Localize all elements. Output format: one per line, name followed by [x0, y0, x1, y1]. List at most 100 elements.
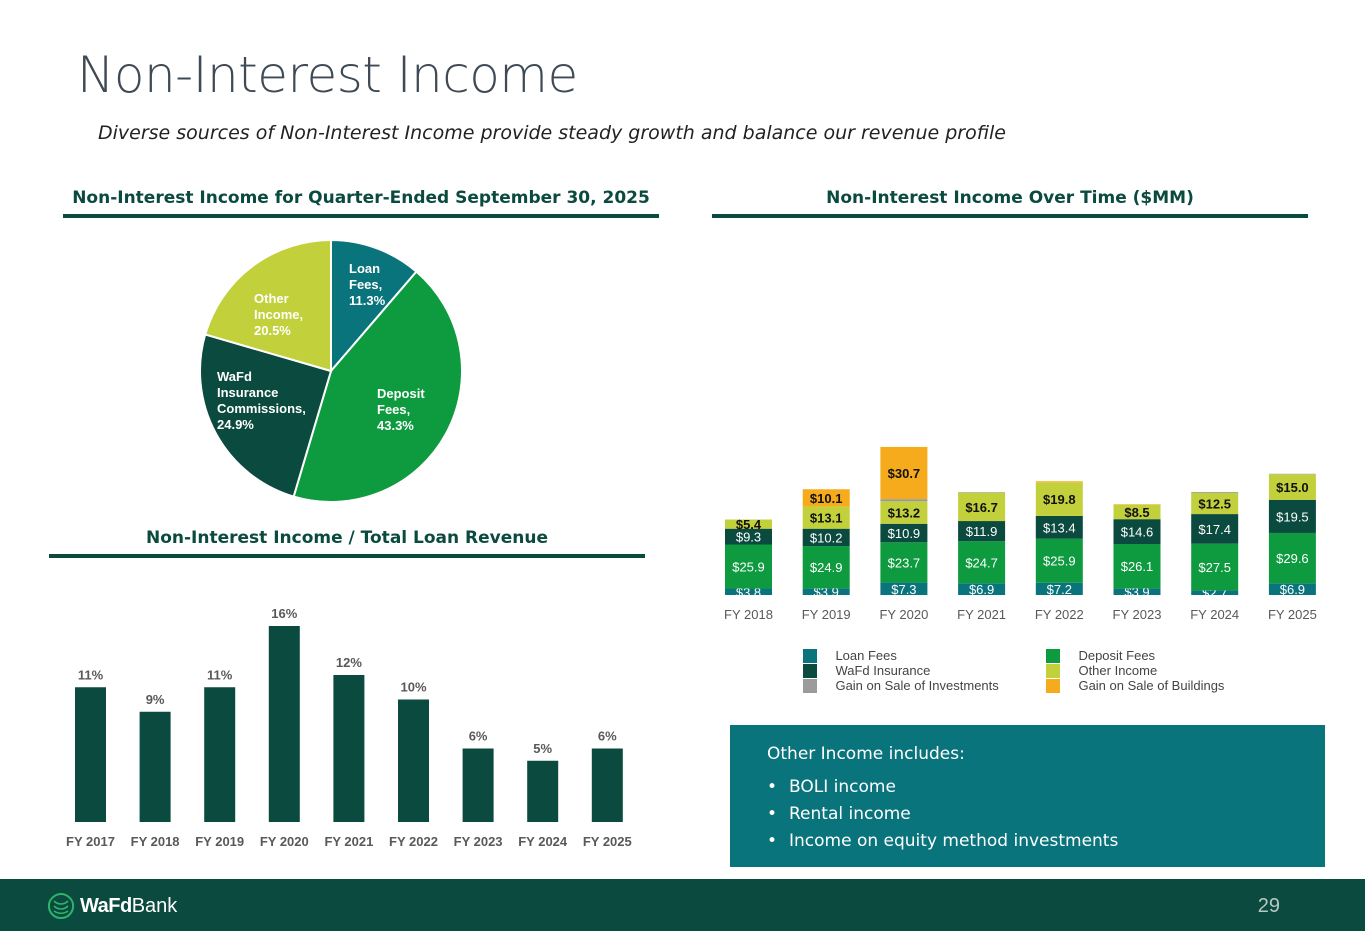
stack-seg-gain-on-sale-of-investments	[1268, 473, 1316, 475]
stack-seg-other-income	[1113, 504, 1161, 520]
stack-seg-wafd-insurance	[1268, 499, 1316, 533]
stack-seg-other-income	[725, 519, 772, 529]
ratio-bar-fy-2023	[462, 748, 494, 822]
stack-seg-loan-fees	[1268, 583, 1316, 595]
stack-seg-gain-on-sale-of-buildings	[1035, 481, 1083, 483]
legend-label-wafd-insurance: WaFd Insurance	[835, 663, 931, 679]
legend-swatch-deposit-fees	[1046, 648, 1060, 663]
ratio-value-label: 11%	[78, 667, 104, 682]
stacked-chart-legend: Loan Fees WaFd Insurance Gain on Sale of…	[800, 645, 1280, 695]
stack-seg-gain-on-sale-of-investments	[958, 492, 1006, 493]
ratio-x-tick: FY 2025	[583, 834, 632, 849]
ratio-x-tick: FY 2021	[324, 834, 373, 849]
pie-slice-loan-fees	[330, 238, 418, 374]
legend-item-other-income: Other Income	[1046, 662, 1157, 680]
logo-text: WaFdBank	[80, 894, 178, 917]
note-item: Rental income	[767, 801, 1118, 828]
pie-slice-deposit-fees	[292, 270, 463, 503]
stack-value-label: $29.6	[1276, 551, 1309, 566]
stack-value-label: $3.9	[814, 585, 839, 600]
note-list: BOLI income Rental income Income on equi…	[767, 774, 1118, 855]
ratio-x-tick: FY 2022	[389, 834, 438, 849]
stack-value-label: $13.4	[1043, 520, 1076, 535]
ratio-bar-fy-2025	[591, 748, 623, 822]
stack-seg-deposit-fees	[802, 546, 850, 589]
stack-seg-deposit-fees	[880, 542, 928, 583]
stack-seg-wafd-insurance	[802, 528, 850, 547]
ratio-chart-title: Non-Interest Income / Total Loan Revenue	[145, 528, 549, 548]
stack-seg-deposit-fees	[1268, 532, 1316, 584]
legend-label-other-income: Other Income	[1078, 663, 1158, 679]
ratio-x-tick: FY 2020	[260, 834, 309, 849]
stack-seg-other-income	[802, 506, 850, 529]
stack-value-label: $24.7	[965, 555, 998, 570]
legend-swatch-gain-investments	[803, 678, 817, 693]
stack-value-label: $6.9	[1280, 582, 1305, 597]
pie-label-loan-fees: Fees,	[349, 277, 382, 292]
stack-value-label: $30.7	[888, 466, 921, 481]
ratio-x-tick: FY 2017	[66, 834, 115, 849]
stack-seg-deposit-fees	[958, 541, 1006, 584]
stack-seg-other-income	[958, 492, 1006, 522]
note-item: BOLI income	[767, 774, 1118, 801]
pie-label-wafd-insurance-commissions: Commissions,	[217, 401, 306, 416]
stack-value-label: $8.5	[1124, 505, 1149, 520]
stack-x-tick: FY 2020	[879, 607, 928, 622]
stack-seg-other-income	[1035, 482, 1083, 516]
pie-slice-other-income	[203, 238, 332, 373]
stack-value-label: $14.6	[1121, 525, 1154, 540]
pie-label-other-income: Income,	[254, 307, 303, 322]
legend-label-deposit-fees: Deposit Fees	[1078, 648, 1156, 664]
stack-value-label: $13.2	[888, 506, 921, 521]
stack-value-label: $3.9	[1124, 585, 1149, 600]
legend-swatch-loan-fees	[803, 648, 817, 663]
stacked-title-rule	[712, 214, 1308, 218]
ratio-bar-fy-2017	[75, 687, 106, 822]
page-number: 29	[1257, 895, 1280, 917]
ratio-value-label: 6%	[598, 729, 617, 744]
stack-x-tick: FY 2022	[1035, 607, 1084, 622]
stack-value-label: $7.3	[891, 582, 916, 597]
stack-value-label: $19.5	[1276, 509, 1309, 524]
stack-seg-other-income	[880, 501, 928, 524]
stack-x-tick: FY 2019	[802, 607, 851, 622]
stack-seg-wafd-insurance	[880, 523, 928, 543]
stack-value-label: $6.9	[969, 582, 994, 597]
stack-seg-deposit-fees	[1191, 543, 1239, 591]
ratio-value-label: 16%	[271, 606, 297, 621]
stack-value-label: $25.9	[1043, 554, 1076, 569]
legend-item-wafd-insurance: WaFd Insurance	[803, 662, 930, 680]
ratio-bar-fy-2021	[333, 675, 365, 822]
pie-label-loan-fees: 11.3%	[349, 293, 386, 308]
ratio-value-label: 5%	[533, 741, 552, 756]
pie-label-loan-fees: Loan	[349, 261, 380, 276]
stack-value-label: $23.7	[888, 555, 921, 570]
stacked-chart-title: Non-Interest Income Over Time ($MM)	[826, 188, 1194, 208]
stack-x-tick: FY 2018	[724, 607, 773, 622]
legend-label-gain-buildings: Gain on Sale of Buildings	[1078, 678, 1225, 694]
stack-seg-gain-on-sale-of-buildings	[802, 489, 850, 507]
pie-label-wafd-insurance-commissions: WaFd	[217, 369, 252, 384]
footer-bar: WaFdBank 29	[0, 879, 1365, 931]
ratio-title-rule	[49, 554, 645, 558]
ratio-value-label: 10%	[400, 680, 426, 695]
legend-item-gain-buildings: Gain on Sale of Buildings	[1046, 677, 1224, 695]
stack-value-label: $19.8	[1043, 492, 1076, 507]
stack-value-label: $10.2	[810, 530, 843, 545]
stack-value-label: $11.9	[966, 524, 998, 539]
pie-label-other-income: 20.5%	[254, 323, 291, 338]
stack-value-label: $26.1	[1121, 559, 1154, 574]
stack-seg-loan-fees	[1035, 582, 1083, 595]
pie-label-other-income: Other	[254, 291, 289, 306]
stack-value-label: $15.0	[1276, 480, 1309, 495]
wafd-logo: WaFdBank	[46, 892, 177, 920]
stack-seg-wafd-insurance	[1191, 514, 1239, 544]
ratio-bar-chart: 11% FY 2017 9% FY 2018 11% FY 2019 16% FY 2020 1…	[66, 606, 632, 849]
stack-seg-gain-on-sale-of-investments	[1191, 491, 1239, 493]
stack-seg-loan-fees	[802, 588, 850, 595]
legend-swatch-gain-buildings	[1046, 678, 1060, 693]
stack-x-tick: FY 2023	[1113, 607, 1162, 622]
ratio-x-tick: FY 2019	[195, 834, 244, 849]
ratio-x-tick: FY 2018	[131, 834, 180, 849]
page-subtitle: Diverse sources of Non-Interest Income p…	[98, 122, 1006, 144]
